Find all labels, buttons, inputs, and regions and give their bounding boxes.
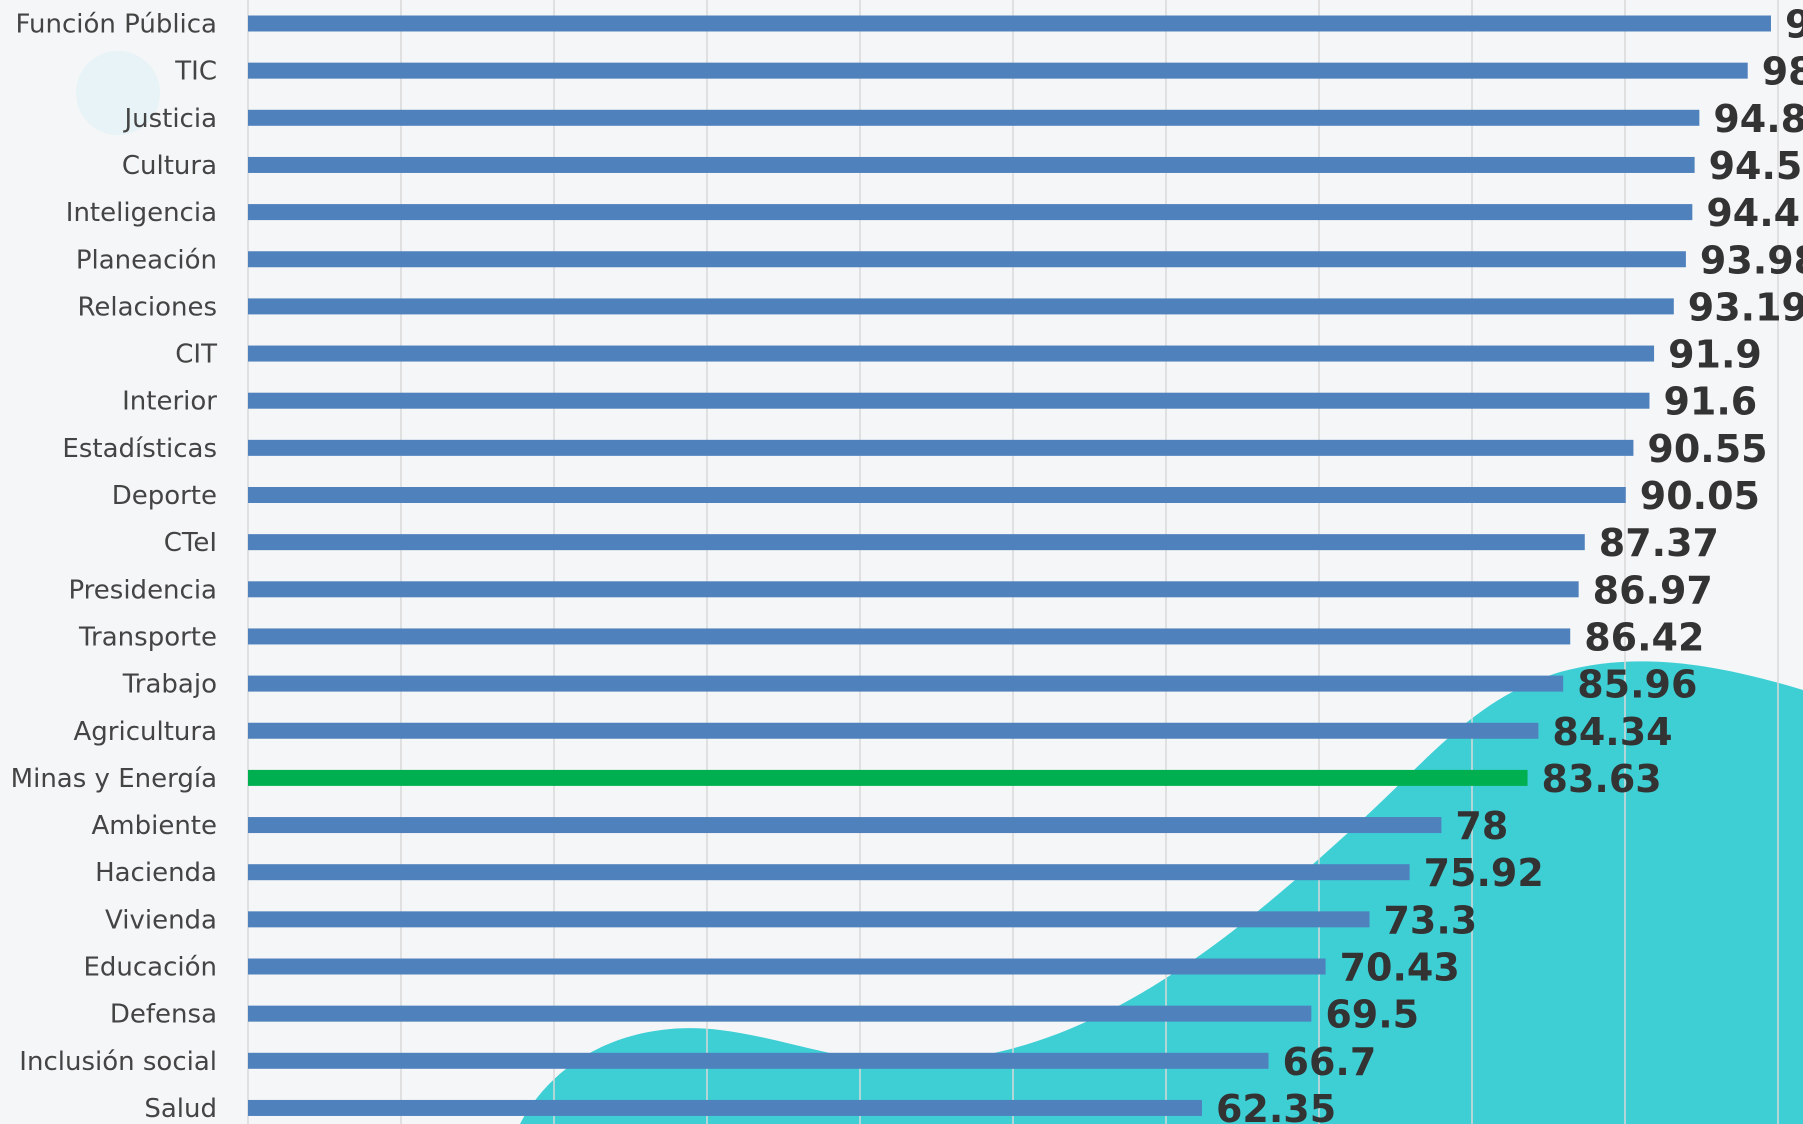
value-label-inteligencia: 94.4 bbox=[1706, 191, 1800, 235]
bar-transporte bbox=[248, 628, 1571, 645]
value-label-minas-y-energia: 83.63 bbox=[1542, 757, 1662, 801]
category-label-minas-y-energia: Minas y Energía bbox=[11, 764, 217, 794]
bar-salud bbox=[248, 1099, 1202, 1116]
value-label-trabajo: 85.96 bbox=[1577, 663, 1697, 707]
bar-justicia bbox=[248, 109, 1700, 126]
value-label-transporte: 86.42 bbox=[1584, 615, 1704, 659]
value-label-ctei: 87.37 bbox=[1599, 521, 1719, 565]
bar-funcion-publica bbox=[248, 15, 1771, 32]
value-label-deporte: 90.05 bbox=[1640, 474, 1760, 518]
category-label-ambiente: Ambiente bbox=[91, 811, 217, 841]
bar-estadisticas bbox=[248, 439, 1634, 456]
category-label-defensa: Defensa bbox=[110, 1000, 217, 1030]
category-label-salud: Salud bbox=[144, 1094, 217, 1124]
bar-agricultura bbox=[248, 722, 1539, 739]
category-label-planeacion: Planeación bbox=[76, 245, 217, 275]
value-label-salud: 62.35 bbox=[1216, 1087, 1336, 1124]
bar-trabajo bbox=[248, 675, 1564, 692]
bar-tic bbox=[248, 62, 1748, 79]
value-label-presidencia: 86.97 bbox=[1593, 568, 1713, 612]
bar-ambiente bbox=[248, 817, 1442, 834]
bar-educacion bbox=[248, 958, 1326, 975]
value-label-interior: 91.6 bbox=[1663, 380, 1757, 424]
value-label-inclusion-social: 66.7 bbox=[1283, 1040, 1377, 1084]
value-label-justicia: 94.86 bbox=[1713, 97, 1803, 141]
category-label-transporte: Transporte bbox=[78, 622, 217, 652]
bars bbox=[248, 15, 1771, 1116]
category-label-interior: Interior bbox=[122, 387, 217, 417]
category-label-justicia: Justicia bbox=[122, 104, 217, 134]
bar-defensa bbox=[248, 1005, 1312, 1022]
category-label-inclusion-social: Inclusión social bbox=[19, 1047, 217, 1077]
category-label-funcion-publica: Función Pública bbox=[15, 10, 217, 40]
decorative-bubble bbox=[76, 51, 160, 135]
value-label-cit: 91.9 bbox=[1668, 333, 1762, 377]
category-label-estadisticas: Estadísticas bbox=[62, 434, 217, 464]
category-label-trabajo: Trabajo bbox=[122, 670, 217, 700]
category-label-tic: TIC bbox=[174, 57, 217, 87]
bar-vivienda bbox=[248, 911, 1370, 928]
gridlines bbox=[247, 0, 1779, 1124]
value-label-ambiente: 78 bbox=[1455, 804, 1508, 848]
bar-interior bbox=[248, 392, 1650, 409]
value-label-tic: 98.02 bbox=[1762, 50, 1803, 94]
category-label-agricultura: Agricultura bbox=[74, 717, 218, 747]
bar-deporte bbox=[248, 487, 1626, 503]
bar-cultura bbox=[248, 156, 1695, 173]
bar-presidencia bbox=[248, 581, 1579, 598]
value-label-planeacion: 93.98 bbox=[1700, 238, 1803, 282]
bar-cit bbox=[248, 345, 1655, 362]
category-labels: Función Pública TIC Justicia Cultura Intelig… bbox=[11, 10, 218, 1124]
category-label-ctei: CTeI bbox=[164, 528, 217, 558]
value-label-cultura: 94.55 bbox=[1709, 144, 1803, 188]
category-label-deporte: Deporte bbox=[112, 481, 217, 511]
bar-inclusion-social bbox=[248, 1052, 1269, 1069]
category-label-presidencia: Presidencia bbox=[68, 575, 217, 605]
bar-hacienda bbox=[248, 864, 1410, 881]
value-label-vivienda: 73.3 bbox=[1383, 898, 1477, 942]
value-label-funcion-publica: 99.54 bbox=[1785, 3, 1803, 47]
value-label-relaciones: 93.19 bbox=[1688, 285, 1803, 329]
value-label-educacion: 70.43 bbox=[1340, 946, 1460, 990]
bar-ctei bbox=[248, 534, 1585, 551]
value-labels: 99.54 98.0294.8694.5594.493.9893.1991.991… bbox=[1216, 3, 1803, 1124]
category-label-relaciones: Relaciones bbox=[78, 292, 218, 322]
category-label-vivienda: Vivienda bbox=[105, 905, 217, 935]
value-label-agricultura: 84.34 bbox=[1552, 710, 1672, 754]
category-label-cultura: Cultura bbox=[122, 151, 217, 181]
category-label-cit: CIT bbox=[175, 340, 217, 370]
value-label-estadisticas: 90.55 bbox=[1647, 427, 1767, 471]
category-label-educacion: Educación bbox=[83, 953, 217, 983]
bar-relaciones bbox=[248, 298, 1674, 315]
value-label-defensa: 69.5 bbox=[1325, 993, 1419, 1037]
value-label-hacienda: 75.92 bbox=[1424, 851, 1544, 895]
bar-inteligencia bbox=[248, 204, 1693, 221]
category-label-hacienda: Hacienda bbox=[95, 858, 217, 888]
bar-minas-y-energia bbox=[248, 769, 1528, 786]
category-label-inteligencia: Inteligencia bbox=[66, 198, 217, 228]
bar-planeacion bbox=[248, 251, 1686, 268]
